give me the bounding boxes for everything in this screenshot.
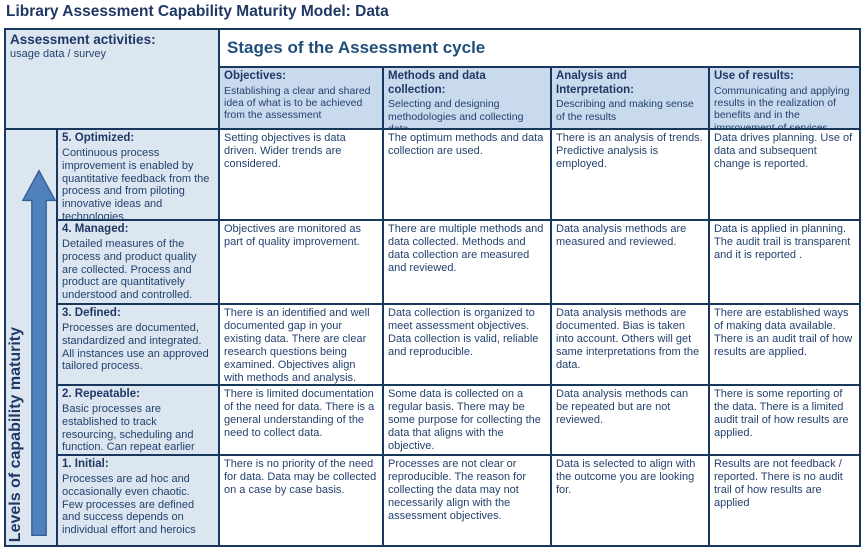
row-level-header-managed: 4. Managed: Detailed measures of the pro… (58, 221, 218, 303)
matrix-cell: Data drives planning. Use of data and su… (710, 130, 859, 219)
maturity-matrix-table: Assessment activities: usage data / surv… (4, 28, 861, 547)
column-title: Use of results: (714, 70, 794, 82)
row-level-header-initial: 1. Initial: Processes are ad hoc and occ… (58, 456, 218, 545)
level-title: 2. Repeatable: (62, 388, 140, 400)
assessment-activities-title: Assessment activities: (10, 32, 156, 47)
assessment-activities-subtitle: usage data / survey (10, 47, 107, 60)
row-level-header-optimized: 5. Optimized: Continuous process improve… (58, 130, 218, 219)
assessment-activities-header: Assessment activities: usage data / surv… (6, 30, 218, 128)
matrix-cell: Results are not feedback / reported. The… (710, 456, 859, 545)
row-level-header-defined: 3. Defined: Processes are documented, st… (58, 305, 218, 384)
matrix-cell: Data is applied in planning. The audit t… (710, 221, 859, 303)
column-header-methods: Methods and data collection: Selecting a… (384, 68, 550, 128)
column-title: Analysis and Interpretation: (556, 70, 634, 96)
matrix-cell: Some data is collected on a regular basi… (384, 386, 550, 454)
page-title: Library Assessment Capability Maturity M… (6, 3, 389, 20)
level-title: 3. Defined: (62, 307, 121, 319)
up-arrow-icon (21, 169, 56, 536)
column-header-analysis: Analysis and Interpretation: Describing … (552, 68, 708, 128)
matrix-cell: There is some reporting of the data. The… (710, 386, 859, 454)
sidebar-label: Levels of capability maturity (7, 326, 24, 542)
matrix-cell: There is an analysis of trends. Predicti… (552, 130, 708, 219)
stages-header: Stages of the Assessment cycle (220, 30, 859, 66)
matrix-cell: The optimum methods and data collection … (384, 130, 550, 219)
maturity-levels-sidebar: Levels of capability maturity (6, 130, 56, 545)
matrix-cell: Processes are not clear or reproducible.… (384, 456, 550, 545)
level-description: Basic processes are established to track… (62, 402, 195, 454)
row-level-header-repeatable: 2. Repeatable: Basic processes are estab… (58, 386, 218, 454)
matrix-cell: There is limited documentation of the ne… (220, 386, 382, 454)
column-header-use-of-results: Use of results: Communicating and applyi… (710, 68, 859, 128)
level-description: Detailed measures of the process and pro… (62, 237, 197, 302)
matrix-cell: Objectives are monitored as part of qual… (220, 221, 382, 303)
column-description: Communicating and applying results in th… (714, 84, 850, 128)
matrix-cell: Data analysis methods are measured and r… (552, 221, 708, 303)
level-title: 4. Managed: (62, 223, 129, 235)
level-description: Processes are documented, standardized a… (62, 321, 209, 373)
matrix-cell: There is no priority of the need for dat… (220, 456, 382, 545)
level-title: 5. Optimized: (62, 132, 135, 144)
level-description: Continuous process improvement is enable… (62, 146, 210, 219)
column-description: Establishing a clear and shared idea of … (224, 84, 371, 122)
matrix-cell: There is an identified and well document… (220, 305, 382, 384)
column-title: Objectives: (224, 70, 286, 82)
matrix-cell: Data analysis methods can be repeated bu… (552, 386, 708, 454)
column-description: Describing and making sense of the resul… (556, 98, 694, 123)
matrix-cell: Data is selected to align with the outco… (552, 456, 708, 545)
column-title: Methods and data collection: (388, 70, 486, 96)
matrix-cell: There are established ways of making dat… (710, 305, 859, 384)
matrix-cell: Data collection is organized to meet ass… (384, 305, 550, 384)
level-description: Processes are ad hoc and occasionally ev… (62, 472, 196, 537)
level-title: 1. Initial: (62, 458, 109, 470)
matrix-cell: There are multiple methods and data coll… (384, 221, 550, 303)
matrix-cell: Data analysis methods are documented. Bi… (552, 305, 708, 384)
column-description: Selecting and designing methodologies an… (388, 98, 524, 128)
matrix-cell: Setting objectives is data driven. Wider… (220, 130, 382, 219)
column-header-objectives: Objectives: Establishing a clear and sha… (220, 68, 382, 128)
